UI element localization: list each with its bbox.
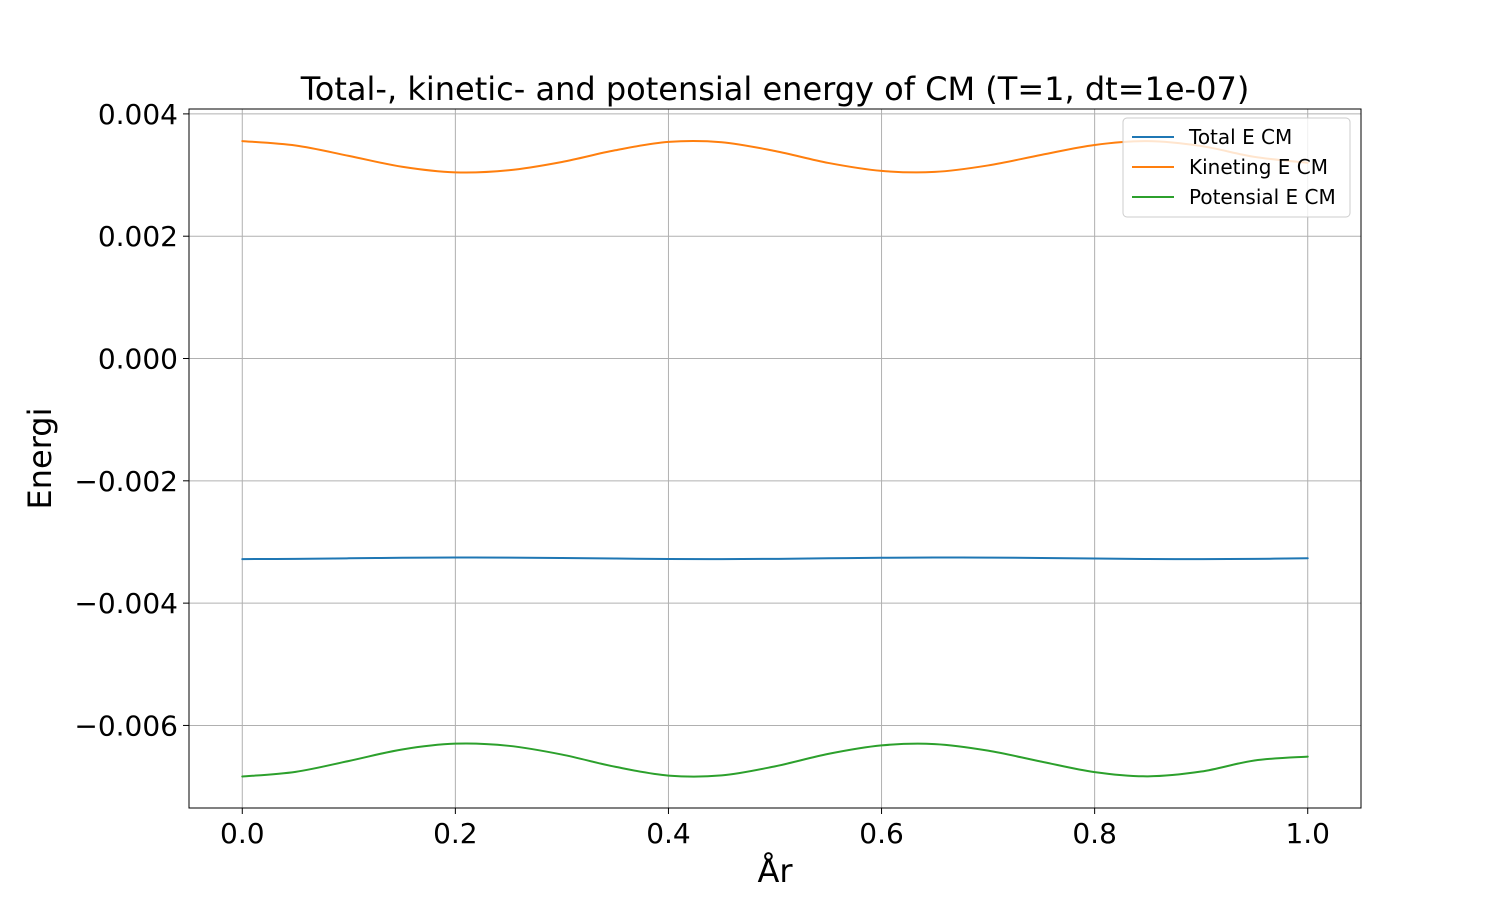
- plot-frame: [188, 108, 1362, 809]
- y-tick-label: 0.002: [98, 220, 178, 253]
- legend-label: Kineting E CM: [1189, 155, 1328, 179]
- y-tick-label: 0.000: [98, 343, 178, 376]
- axis-ticks: 0.0 0.2 0.4 0.6 0.8 1.0 0.004 0.002 0.000 −0.002 −…: [74, 98, 1330, 850]
- legend-label: Potensial E CM: [1189, 185, 1336, 209]
- y-tick-label: −0.004: [74, 587, 178, 620]
- series-line-0: [241, 556, 1309, 561]
- series-line-2: [241, 742, 1309, 778]
- x-tick-label: 0.4: [646, 817, 691, 850]
- x-tick-label: 0.6: [859, 817, 904, 850]
- legend-box: [1122, 117, 1351, 218]
- x-axis-label: År: [757, 852, 793, 890]
- y-tick-label: −0.006: [74, 709, 178, 742]
- x-tick-label: 0.2: [433, 817, 478, 850]
- x-tick-label: 1.0: [1285, 817, 1330, 850]
- x-tick-label: 0.8: [1072, 817, 1117, 850]
- y-tick-label: −0.002: [74, 465, 178, 498]
- y-tick-label: 0.004: [98, 98, 178, 131]
- legend: Total E CM Kineting E CM Potensial E CM: [1122, 117, 1351, 218]
- grid: [189, 109, 1361, 808]
- legend-label: Total E CM: [1188, 125, 1292, 149]
- chart-title: Total-, kinetic- and potensial energy of…: [300, 70, 1250, 108]
- y-axis-label: Energi: [21, 408, 59, 510]
- x-tick-label: 0.0: [220, 817, 265, 850]
